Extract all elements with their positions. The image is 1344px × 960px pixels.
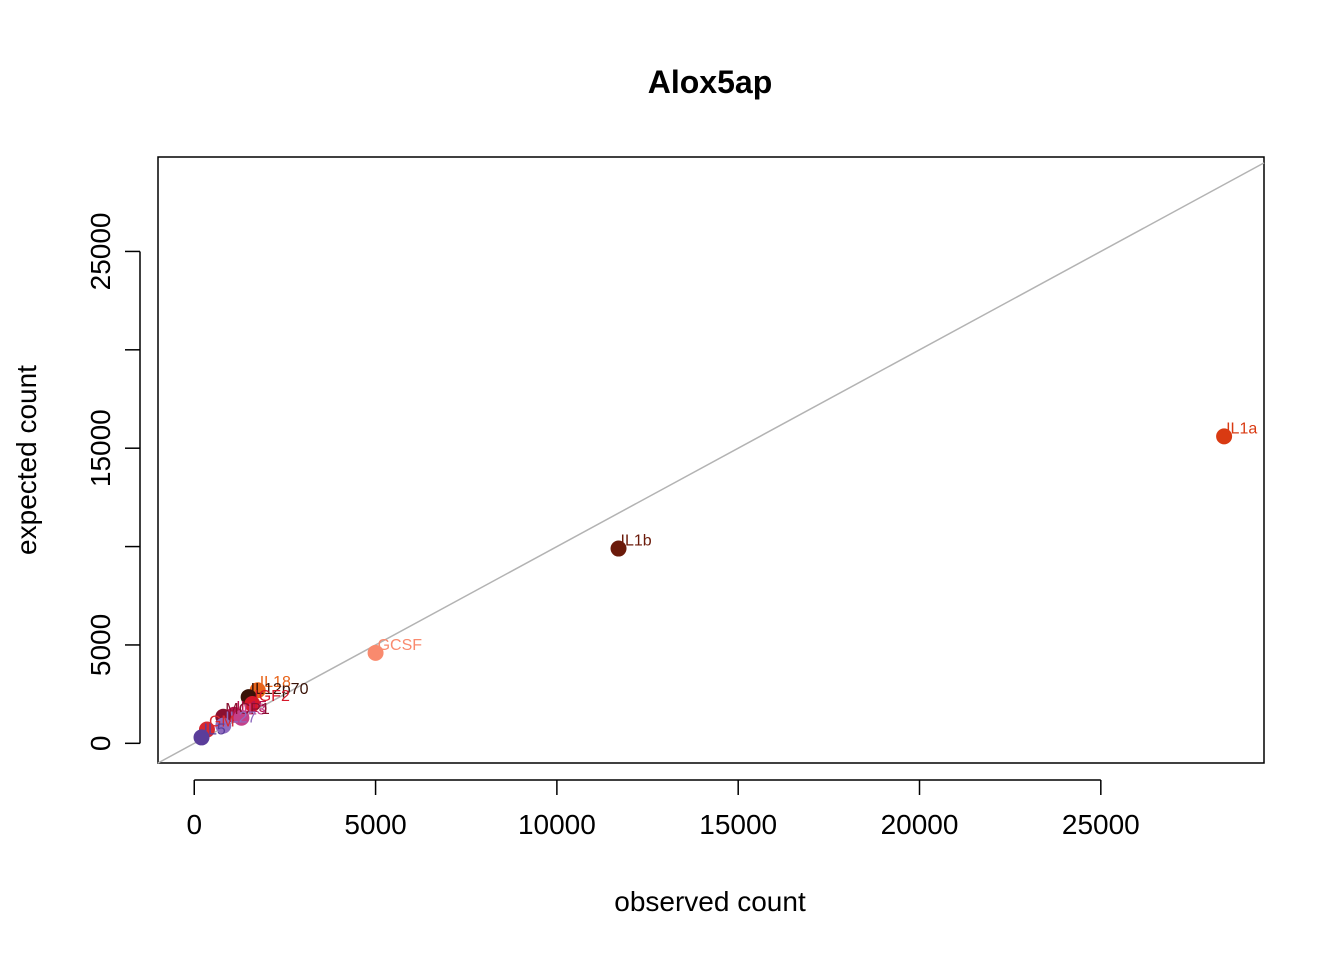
point-label: GCSF: [378, 637, 423, 654]
y-axis-label: expected count: [11, 365, 42, 555]
x-tick-label: 0: [186, 809, 202, 840]
data-point: [193, 729, 210, 746]
x-tick-label: 20000: [881, 809, 959, 840]
point-label: IL1b: [621, 533, 652, 550]
x-tick-label: 15000: [699, 809, 777, 840]
point-label: IL5: [204, 721, 226, 738]
point-label: GM: [209, 714, 235, 731]
chart-title: Alox5ap: [648, 64, 772, 100]
data-point: [1216, 428, 1233, 445]
points-layer: IL1aIL1bGCSFIL18IL12p70IGF2IL15IL3MCP1IL…: [193, 420, 1257, 746]
y-tick-label: 0: [85, 736, 116, 752]
point-label: MCP1: [225, 701, 270, 718]
point-label: IL27: [225, 710, 256, 727]
x-tick-label: 5000: [344, 809, 406, 840]
y-tick-label: 25000: [85, 213, 116, 291]
identity-line: [157, 162, 1265, 764]
x-tick-label: 25000: [1062, 809, 1140, 840]
y-tick-label: 5000: [85, 614, 116, 676]
plot-frame: [157, 156, 1265, 764]
point-label: IL18: [260, 674, 291, 691]
point-label: IL3: [243, 702, 265, 719]
x-tick-label: 10000: [518, 809, 596, 840]
reference-line-layer: [157, 162, 1265, 764]
x-axis-label: observed count: [614, 886, 806, 917]
point-label: IL12p70: [251, 681, 309, 698]
axes-layer: 0 5000 10000 15000 20000 25000 0 5000 15000 25000: [85, 213, 1140, 840]
point-label: IL1a: [1226, 420, 1257, 437]
data-point: [244, 695, 261, 712]
data-point: [367, 644, 384, 661]
data-point: [233, 709, 250, 726]
data-point: [215, 717, 232, 734]
point-label: IGF2: [254, 688, 290, 705]
y-tick-label: 15000: [85, 409, 116, 487]
data-point: [610, 540, 627, 557]
